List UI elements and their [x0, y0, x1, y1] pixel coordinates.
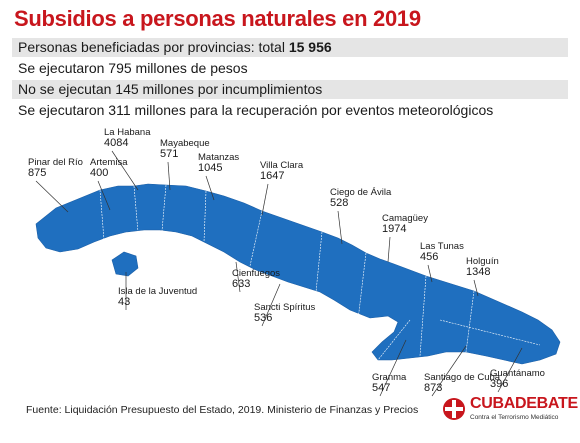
- facts-panel: Personas beneficiadas por provincias: to…: [12, 38, 568, 122]
- province-label-mayabeque: Mayabeque 571: [160, 138, 210, 160]
- leader-line-pinar-del-rio: [35, 180, 69, 213]
- leader-line-granma: [379, 339, 407, 397]
- province-value: 875: [28, 167, 47, 179]
- province-name: Isla de la Juventud: [118, 286, 198, 297]
- logo-tagline: Contra el Terrorismo Mediático: [470, 414, 559, 421]
- province-label-granma: Granma 547: [372, 372, 406, 394]
- province-name: Villa Clara: [260, 160, 304, 171]
- province-name: Sancti Spíritus: [254, 302, 316, 313]
- province-name: Artemisa: [90, 157, 128, 168]
- province-label-santiago-de-cuba: Santiago de Cuba 873: [424, 372, 500, 394]
- province-value: 536: [254, 312, 273, 324]
- province-value: 1348: [466, 266, 491, 278]
- province-value: 456: [420, 251, 439, 263]
- province-name: Matanzas: [198, 152, 240, 163]
- province-borders: [99, 184, 541, 361]
- label-leader-lines: [35, 150, 523, 397]
- leader-line-artemisa: [97, 180, 111, 211]
- province-label-la-habana: La Habana 4084: [104, 127, 150, 149]
- leader-line-holguin: [473, 279, 479, 297]
- fact-beneficiaries-text: Personas beneficiadas por provincias: to…: [18, 39, 289, 55]
- leader-line-cienfuegos: [235, 261, 241, 293]
- source-note: Fuente: Liquidación Presupuesto del Esta…: [26, 404, 419, 416]
- province-label-guantanamo: Guantánamo 396: [490, 368, 545, 390]
- province-label-holguin: Holguín 1348: [466, 256, 499, 278]
- leader-line-matanzas: [205, 175, 215, 201]
- province-label-camaguey: Camagüey 1974: [382, 213, 428, 235]
- province-label-artemisa: Artemisa 400: [90, 157, 127, 179]
- cubadebate-logo: CUBADEBATE Contra el Terrorismo Mediático: [442, 393, 578, 427]
- province-value: 1647: [260, 170, 285, 182]
- isla-de-la-juventud-shape: [111, 251, 139, 277]
- leader-line-la-habana: [111, 150, 139, 191]
- logo-mark-icon: [443, 398, 465, 420]
- cuba-main-island: [35, 183, 561, 365]
- province-label-pinar-del-rio: Pinar del Río 875: [28, 157, 83, 179]
- leader-line-santiago-de-cuba: [431, 345, 467, 397]
- leader-line-guantanamo: [497, 347, 523, 393]
- page-title: Subsidios a personas naturales en 2019: [14, 6, 421, 31]
- province-label-cienfuegos: Cienfuegos 633: [232, 268, 280, 290]
- leader-line-las-tunas: [427, 264, 433, 283]
- fact-executed: Se ejecutaron 795 millones de pesos: [18, 60, 248, 76]
- province-value: 396: [490, 378, 509, 390]
- leader-line-sancti-spiritus: [261, 283, 281, 327]
- province-name: Las Tunas: [420, 241, 464, 252]
- province-label-sancti-spiritus: Sancti Spíritus 536: [254, 302, 315, 324]
- cuba-island-shape: [35, 183, 561, 365]
- province-name: Santiago de Cuba: [424, 372, 501, 383]
- province-name: Ciego de Ávila: [330, 187, 392, 198]
- leader-line-mayabeque: [167, 161, 171, 191]
- province-label-matanzas: Matanzas 1045: [198, 152, 239, 174]
- province-value: 873: [424, 382, 443, 394]
- province-name: Guantánamo: [490, 368, 545, 379]
- province-name: Cienfuegos: [232, 268, 281, 279]
- province-value: 43: [118, 296, 131, 308]
- leader-line-ciego-de-avila: [337, 210, 343, 245]
- leader-line-villa-clara: [261, 183, 269, 216]
- province-name: Camagüey: [382, 213, 428, 224]
- fact-total-value: 15 956: [288, 39, 332, 55]
- province-value: 400: [90, 167, 109, 179]
- province-value: 1974: [382, 223, 407, 235]
- province-value: 528: [330, 197, 349, 209]
- province-name: Mayabeque: [160, 138, 210, 149]
- province-value: 571: [160, 148, 179, 160]
- province-label-las-tunas: Las Tunas 456: [420, 241, 464, 263]
- province-name: Holguín: [466, 256, 499, 267]
- province-value: 547: [372, 382, 391, 394]
- fact-recovery: Se ejecutaron 311 millones para la recup…: [18, 102, 494, 118]
- province-label-ciego-de-avila: Ciego de Ávila 528: [330, 187, 391, 209]
- province-name: Granma: [372, 372, 407, 383]
- leader-line-camaguey: [387, 236, 391, 263]
- logo-wordmark: CUBADEBATE: [470, 395, 578, 412]
- province-name: La Habana: [104, 127, 151, 138]
- fact-not-executed: No se ejecutan 145 millones por incumpli…: [12, 80, 568, 99]
- province-label-villa-clara: Villa Clara 1647: [260, 160, 303, 182]
- province-name: Pinar del Río: [28, 157, 83, 168]
- fact-beneficiaries: Personas beneficiadas por provincias: to…: [12, 38, 568, 57]
- province-value: 633: [232, 278, 251, 290]
- province-label-isla-de-la-juventud: Isla de la Juventud 43: [118, 286, 197, 308]
- province-value: 4084: [104, 137, 129, 149]
- province-value: 1045: [198, 162, 223, 174]
